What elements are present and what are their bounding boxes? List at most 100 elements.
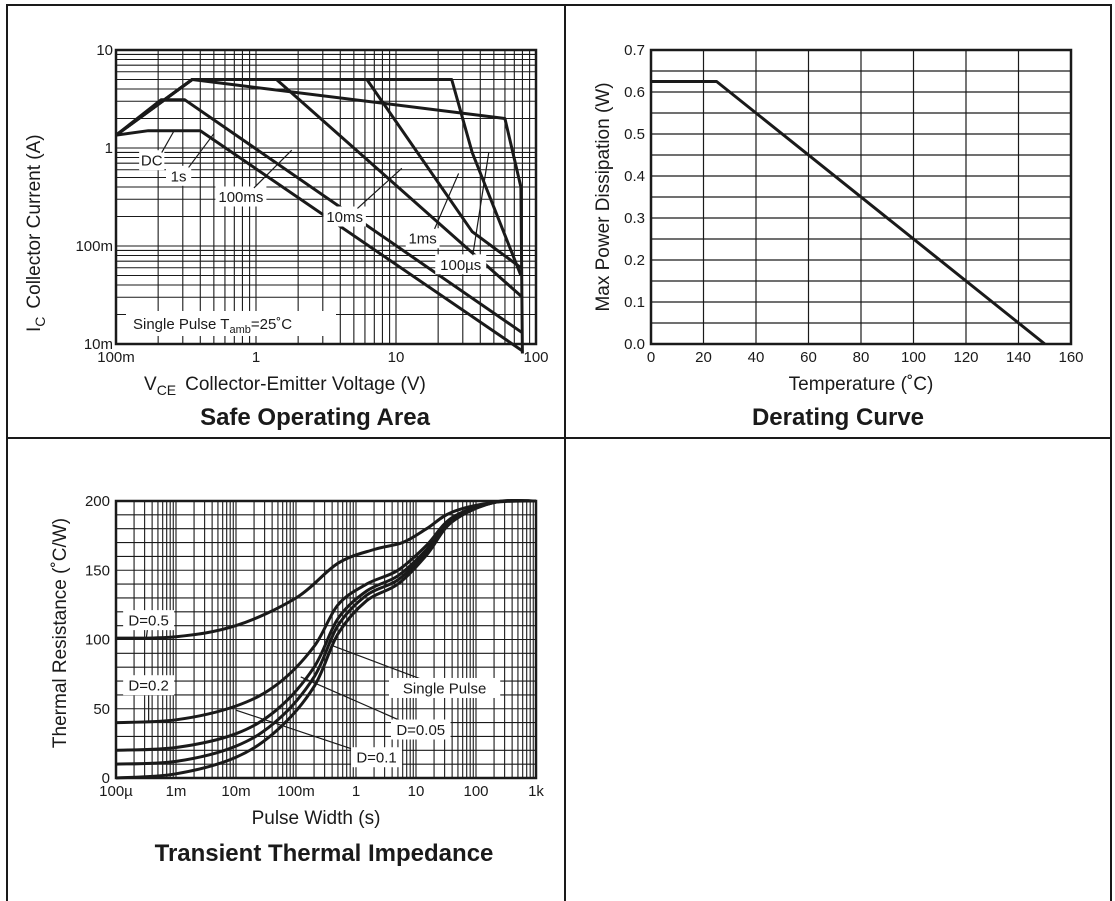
derating-y-tick-label-7: 0.7 <box>624 42 645 59</box>
soa-curve-label-4: 1ms <box>408 231 436 248</box>
transient-tick-labels: 100µ 1m 10m 100m 1 10 100 1k 0 50 100 150 200 <box>85 493 544 800</box>
soa-label-leader-1 <box>188 133 215 168</box>
soa-curve-label-4-bg <box>405 228 440 249</box>
transient-x-tick-label-0: 100µ <box>99 783 133 800</box>
soa-y-axis-symbol: I <box>24 327 45 332</box>
transient-plot-frame <box>114 499 538 780</box>
derating-y-tick-label-5: 0.5 <box>624 126 645 143</box>
derating-y-tick-label-1: 0.1 <box>624 294 645 311</box>
derating-chart: 0 20 40 60 80 100 120 140 160 0.0 0.1 0.2 0.3 0.4 0.5 0… <box>593 42 1084 431</box>
soa-curve-label-1-bg <box>166 165 192 186</box>
soa-x-axis-subscript: CE <box>157 382 176 398</box>
soa-y-axis-label: IC Collector Current (A) <box>24 134 48 332</box>
derating-curves <box>651 80 1046 346</box>
soa-x-tick-label-0: 100m <box>97 349 135 366</box>
soa-curve-label-0-bg <box>139 150 165 171</box>
derating-x-tick-label-0: 0 <box>647 349 655 366</box>
derating-x-tick-label-3: 60 <box>800 349 817 366</box>
soa-pulse-note-post: =25˚C <box>251 316 292 333</box>
soa-pulse-note-sub: amb <box>229 324 250 336</box>
transient-curve-label-3: D=0.05 <box>396 722 445 739</box>
soa-curve-label-0: DC <box>141 153 163 170</box>
transient-x-tick-label-4: 1 <box>352 783 360 800</box>
soa-y-tick-label-1: 100m <box>75 238 113 255</box>
soa-curves <box>115 78 524 354</box>
derating-x-tick-label-7: 140 <box>1006 349 1031 366</box>
transient-y-tick-label-0: 0 <box>102 770 110 787</box>
transient-curves <box>115 498 537 780</box>
soa-curve-label-2-bg <box>215 186 267 207</box>
soa-x-axis-text: Collector-Emitter Voltage (V) <box>185 374 426 395</box>
soa-x-axis-label: VCE Collector-Emitter Voltage (V) <box>144 374 426 398</box>
soa-label-leader-2 <box>253 149 293 189</box>
soa-x-tick-label-2: 10 <box>388 349 405 366</box>
derating-x-tick-label-8: 160 <box>1058 349 1083 366</box>
soa-y-tick-label-3: 10 <box>96 42 113 59</box>
derating-x-tick-label-4: 80 <box>853 349 870 366</box>
soa-curve-label-5: 100µs <box>440 257 481 274</box>
transient-x-tick-label-3: 100m <box>277 783 315 800</box>
transient-curve-label-4-bg <box>389 677 501 698</box>
derating-x-axis-label: Temperature (˚C) <box>789 374 934 395</box>
svg-text:Single Pulse Tamb=25˚C: Single Pulse Tamb=25˚C <box>133 316 292 336</box>
soa-curve-label-2: 100ms <box>218 189 263 206</box>
transient-curve-label-1: D=0.2 <box>128 678 168 695</box>
soa-pulse-note-text: Single Pulse T <box>133 316 229 333</box>
derating-x-tick-label-1: 20 <box>695 349 712 366</box>
soa-curve-label-3-bg <box>323 206 366 227</box>
derating-curve-0 <box>651 80 1046 346</box>
soa-y-axis-subscript: C <box>32 317 48 327</box>
soa-curve-label-1: 1s <box>171 168 187 185</box>
soa-label-leader-3 <box>357 167 403 209</box>
transient-x-tick-label-2: 10m <box>221 783 250 800</box>
soa-x-tick-label-3: 100 <box>523 349 548 366</box>
derating-y-tick-label-3: 0.3 <box>624 210 645 227</box>
transient-curve-0 <box>115 499 537 640</box>
soa-x-axis-symbol: V <box>144 374 157 395</box>
soa-curve-label-3: 10ms <box>326 209 363 226</box>
soa-label-leader-0 <box>161 130 175 153</box>
derating-x-tick-label-6: 120 <box>953 349 978 366</box>
soa-label-leader-5 <box>472 152 490 256</box>
soa-y-tick-label-2: 1 <box>105 140 113 157</box>
soa-curve-0 <box>115 129 524 353</box>
derating-x-tick-label-5: 100 <box>901 349 926 366</box>
derating-plot-frame <box>649 48 1073 346</box>
panel-frame <box>6 4 1112 901</box>
transient-x-axis-label: Pulse Width (s) <box>252 808 381 829</box>
transient-curve-labels: D=0.5 D=0.2 D=0.1D=0.05 Single Pulse <box>123 610 501 768</box>
soa-y-tick-label-0: 10m <box>84 336 113 353</box>
soa-y-axis-text: Collector Current (A) <box>24 134 45 308</box>
soa-pulse-note: Single Pulse Tamb=25˚C <box>126 311 336 336</box>
transient-curve-label-2: D=0.1 <box>356 750 396 767</box>
soa-title: Safe Operating Area <box>200 404 431 431</box>
transient-title: Transient Thermal Impedance <box>155 840 494 867</box>
transient-curve-label-2-bg <box>351 747 403 768</box>
derating-y-axis-label: Max Power Dissipation (W) <box>593 82 614 311</box>
transient-x-tick-label-6: 100 <box>463 783 488 800</box>
transient-y-tick-label-3: 150 <box>85 562 110 579</box>
derating-y-tick-label-0: 0.0 <box>624 336 645 353</box>
transient-x-tick-label-5: 10 <box>408 783 425 800</box>
transient-curve-label-0: D=0.5 <box>128 613 168 630</box>
transient-curve-label-1-bg <box>123 675 175 696</box>
transient-y-axis-label: Thermal Resistance (˚C/W) <box>50 518 71 748</box>
transient-curve-label-4: Single Pulse <box>403 680 486 697</box>
soa-x-tick-label-1: 1 <box>252 349 260 366</box>
derating-y-tick-label-4: 0.4 <box>624 168 645 185</box>
derating-tick-labels: 0 20 40 60 80 100 120 140 160 0.0 0.1 0.2 0.3 0.4 0.5 0… <box>624 42 1083 366</box>
transient-curve-label-3-bg <box>390 719 451 740</box>
transient-x-tick-label-7: 1k <box>528 783 544 800</box>
derating-y-tick-label-6: 0.6 <box>624 84 645 101</box>
derating-x-tick-label-2: 40 <box>748 349 765 366</box>
derating-title: Derating Curve <box>752 404 924 431</box>
soa-curve-5 <box>115 78 524 354</box>
soa-plot-frame <box>114 48 538 346</box>
soa-label-leader-4 <box>434 173 460 230</box>
derating-y-tick-label-2: 0.2 <box>624 252 645 269</box>
transient-x-tick-label-1: 1m <box>166 783 187 800</box>
